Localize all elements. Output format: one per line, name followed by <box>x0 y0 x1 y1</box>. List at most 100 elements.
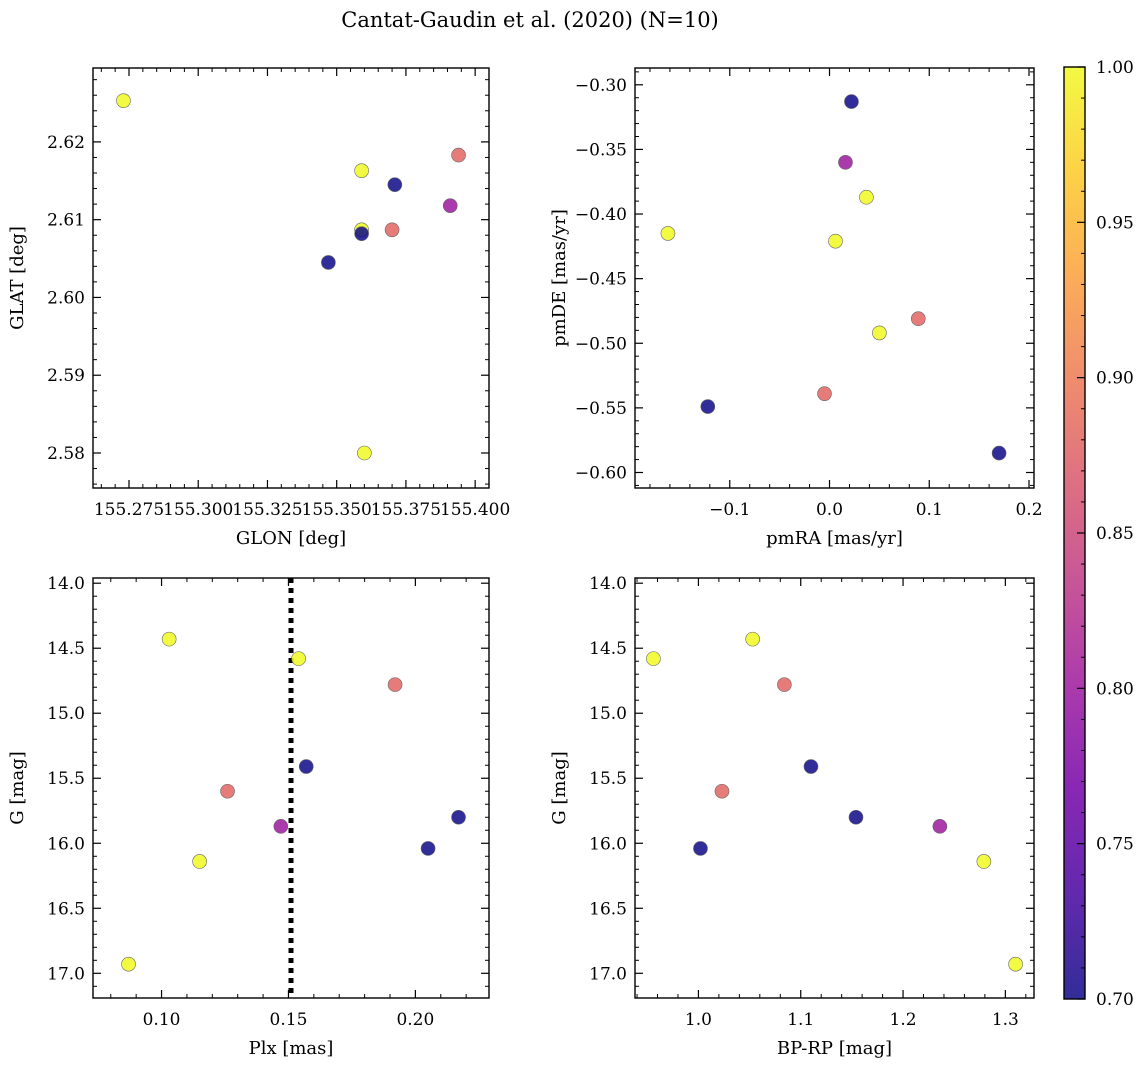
x-axis-label: Plx [mas] <box>249 1038 334 1059</box>
data-point <box>714 783 730 799</box>
panel-pmra-pmde: −0.1 0.0 0.1 0.2 −0.60 −0.55 −0.50 −0.45 −0.40 −0… <box>549 67 1043 549</box>
axes-frame <box>634 577 1035 999</box>
data-point <box>321 255 336 270</box>
data-point <box>451 147 466 163</box>
y-tick-label: 14.0 <box>47 574 85 594</box>
x-tick-label: 0.0 <box>816 500 843 520</box>
y-tick-label: 16.5 <box>47 899 85 919</box>
data-point <box>828 233 843 249</box>
data-point <box>646 651 661 666</box>
y-tick-label: 15.0 <box>589 704 627 724</box>
y-tick-label: −0.30 <box>575 76 627 96</box>
data-point <box>872 325 887 341</box>
colorbar-tick-label: 0.90 <box>1096 369 1134 389</box>
axes-frame <box>634 67 1035 489</box>
y-tick-label: 14.0 <box>589 574 627 594</box>
y-tick-label: 15.0 <box>47 704 85 724</box>
x-tick-label: 0.20 <box>396 1010 434 1030</box>
x-tick-label: 155.275 <box>94 500 164 520</box>
x-tick-label: 155.350 <box>302 500 372 520</box>
data-point <box>291 651 306 666</box>
y-tick-label: 14.5 <box>47 639 85 659</box>
data-point <box>693 841 708 856</box>
x-tick-label: 155.375 <box>371 500 441 520</box>
data-point <box>817 386 832 401</box>
y-axis-label: GLAT [deg] <box>7 226 28 330</box>
data-point <box>859 189 874 205</box>
y-axis-label: pmDE [mas/yr] <box>549 209 570 347</box>
colorbar-tick-label: 1.00 <box>1096 58 1134 78</box>
data-point <box>991 445 1007 461</box>
x-tick-label: 0.10 <box>143 1010 181 1030</box>
data-point <box>838 155 853 170</box>
y-tick-label: 16.0 <box>589 834 627 854</box>
data-point <box>298 759 314 774</box>
y-tick-label: −0.40 <box>575 205 627 225</box>
axes-frame <box>92 67 490 489</box>
colorbar: 0.70 0.75 0.80 0.85 0.90 0.95 1.00 <box>1063 58 1134 1010</box>
data-point <box>910 311 926 327</box>
data-point <box>745 631 760 647</box>
data-point <box>1008 956 1023 972</box>
colorbar-tick-label: 0.85 <box>1096 524 1134 544</box>
y-axis-label: G [mag] <box>7 751 28 824</box>
y-tick-label: −0.60 <box>575 463 627 483</box>
data-point <box>803 759 819 774</box>
y-tick-label: −0.35 <box>575 140 627 160</box>
data-point <box>848 809 864 825</box>
x-axis-label: pmRA [mas/yr] <box>766 528 903 549</box>
y-tick-label: 2.60 <box>47 288 85 308</box>
panel-plx-g: 0.10 0.15 0.20 14.0 14.5 15.0 15.5 16.0 16.5 17.0… <box>7 574 490 1059</box>
y-tick-label: −0.50 <box>575 334 627 354</box>
x-tick-label: 155.300 <box>163 500 233 520</box>
panels: 155.275155.300155.325155.350155.375155.4… <box>7 67 1043 1059</box>
data-point <box>161 631 177 647</box>
x-tick-label: 0.1 <box>916 500 943 520</box>
y-tick-label: 2.62 <box>47 133 85 153</box>
y-tick-label: −0.45 <box>575 270 627 290</box>
y-tick-label: 16.5 <box>589 899 627 919</box>
y-tick-label: 16.0 <box>47 834 85 854</box>
y-tick-label: −0.55 <box>575 399 627 419</box>
panel-glon-glat: 155.275155.300155.325155.350155.375155.4… <box>7 67 510 549</box>
data-point <box>844 94 859 109</box>
colorbar-tick-label: 0.75 <box>1096 835 1134 855</box>
y-tick-label: 15.5 <box>47 769 85 789</box>
data-point <box>387 177 403 192</box>
panel-bprp-g: 1.0 1.1 1.2 1.3 14.0 14.5 15.0 15.5 16.0 16.5 17.0… <box>549 574 1035 1059</box>
data-point <box>354 226 369 241</box>
y-tick-label: 2.59 <box>47 366 85 386</box>
data-point <box>420 841 436 856</box>
data-point <box>357 445 372 461</box>
x-tick-label: 155.400 <box>440 500 510 520</box>
data-point <box>273 819 289 834</box>
data-point <box>192 854 207 869</box>
data-point <box>116 93 131 108</box>
data-point <box>387 677 403 692</box>
data-point <box>384 222 400 238</box>
data-point <box>777 677 792 692</box>
data-point <box>976 854 992 869</box>
data-point <box>660 226 676 241</box>
data-point <box>121 956 136 972</box>
data-point <box>451 809 466 825</box>
y-tick-label: 17.0 <box>589 964 627 984</box>
y-tick-label: 15.5 <box>589 769 627 789</box>
data-point <box>932 819 948 834</box>
x-axis-label: BP-RP [mag] <box>777 1038 892 1059</box>
x-tick-label: 1.0 <box>685 1010 712 1030</box>
x-axis-label: GLON [deg] <box>236 528 346 549</box>
y-tick-label: 17.0 <box>47 964 85 984</box>
data-point <box>700 399 716 414</box>
colorbar-tick-label: 0.80 <box>1096 679 1134 699</box>
x-tick-label: 0.2 <box>1015 500 1042 520</box>
colorbar-tick-label: 0.95 <box>1096 213 1134 233</box>
x-tick-label: 155.325 <box>232 500 302 520</box>
x-tick-label: 1.3 <box>992 1010 1019 1030</box>
figure-title: Cantat-Gaudin et al. (2020) (N=10) <box>341 8 719 32</box>
y-axis-label: G [mag] <box>549 751 570 824</box>
data-point <box>220 783 235 799</box>
x-tick-label: 1.1 <box>787 1010 814 1030</box>
x-tick-label: 0.15 <box>270 1010 308 1030</box>
